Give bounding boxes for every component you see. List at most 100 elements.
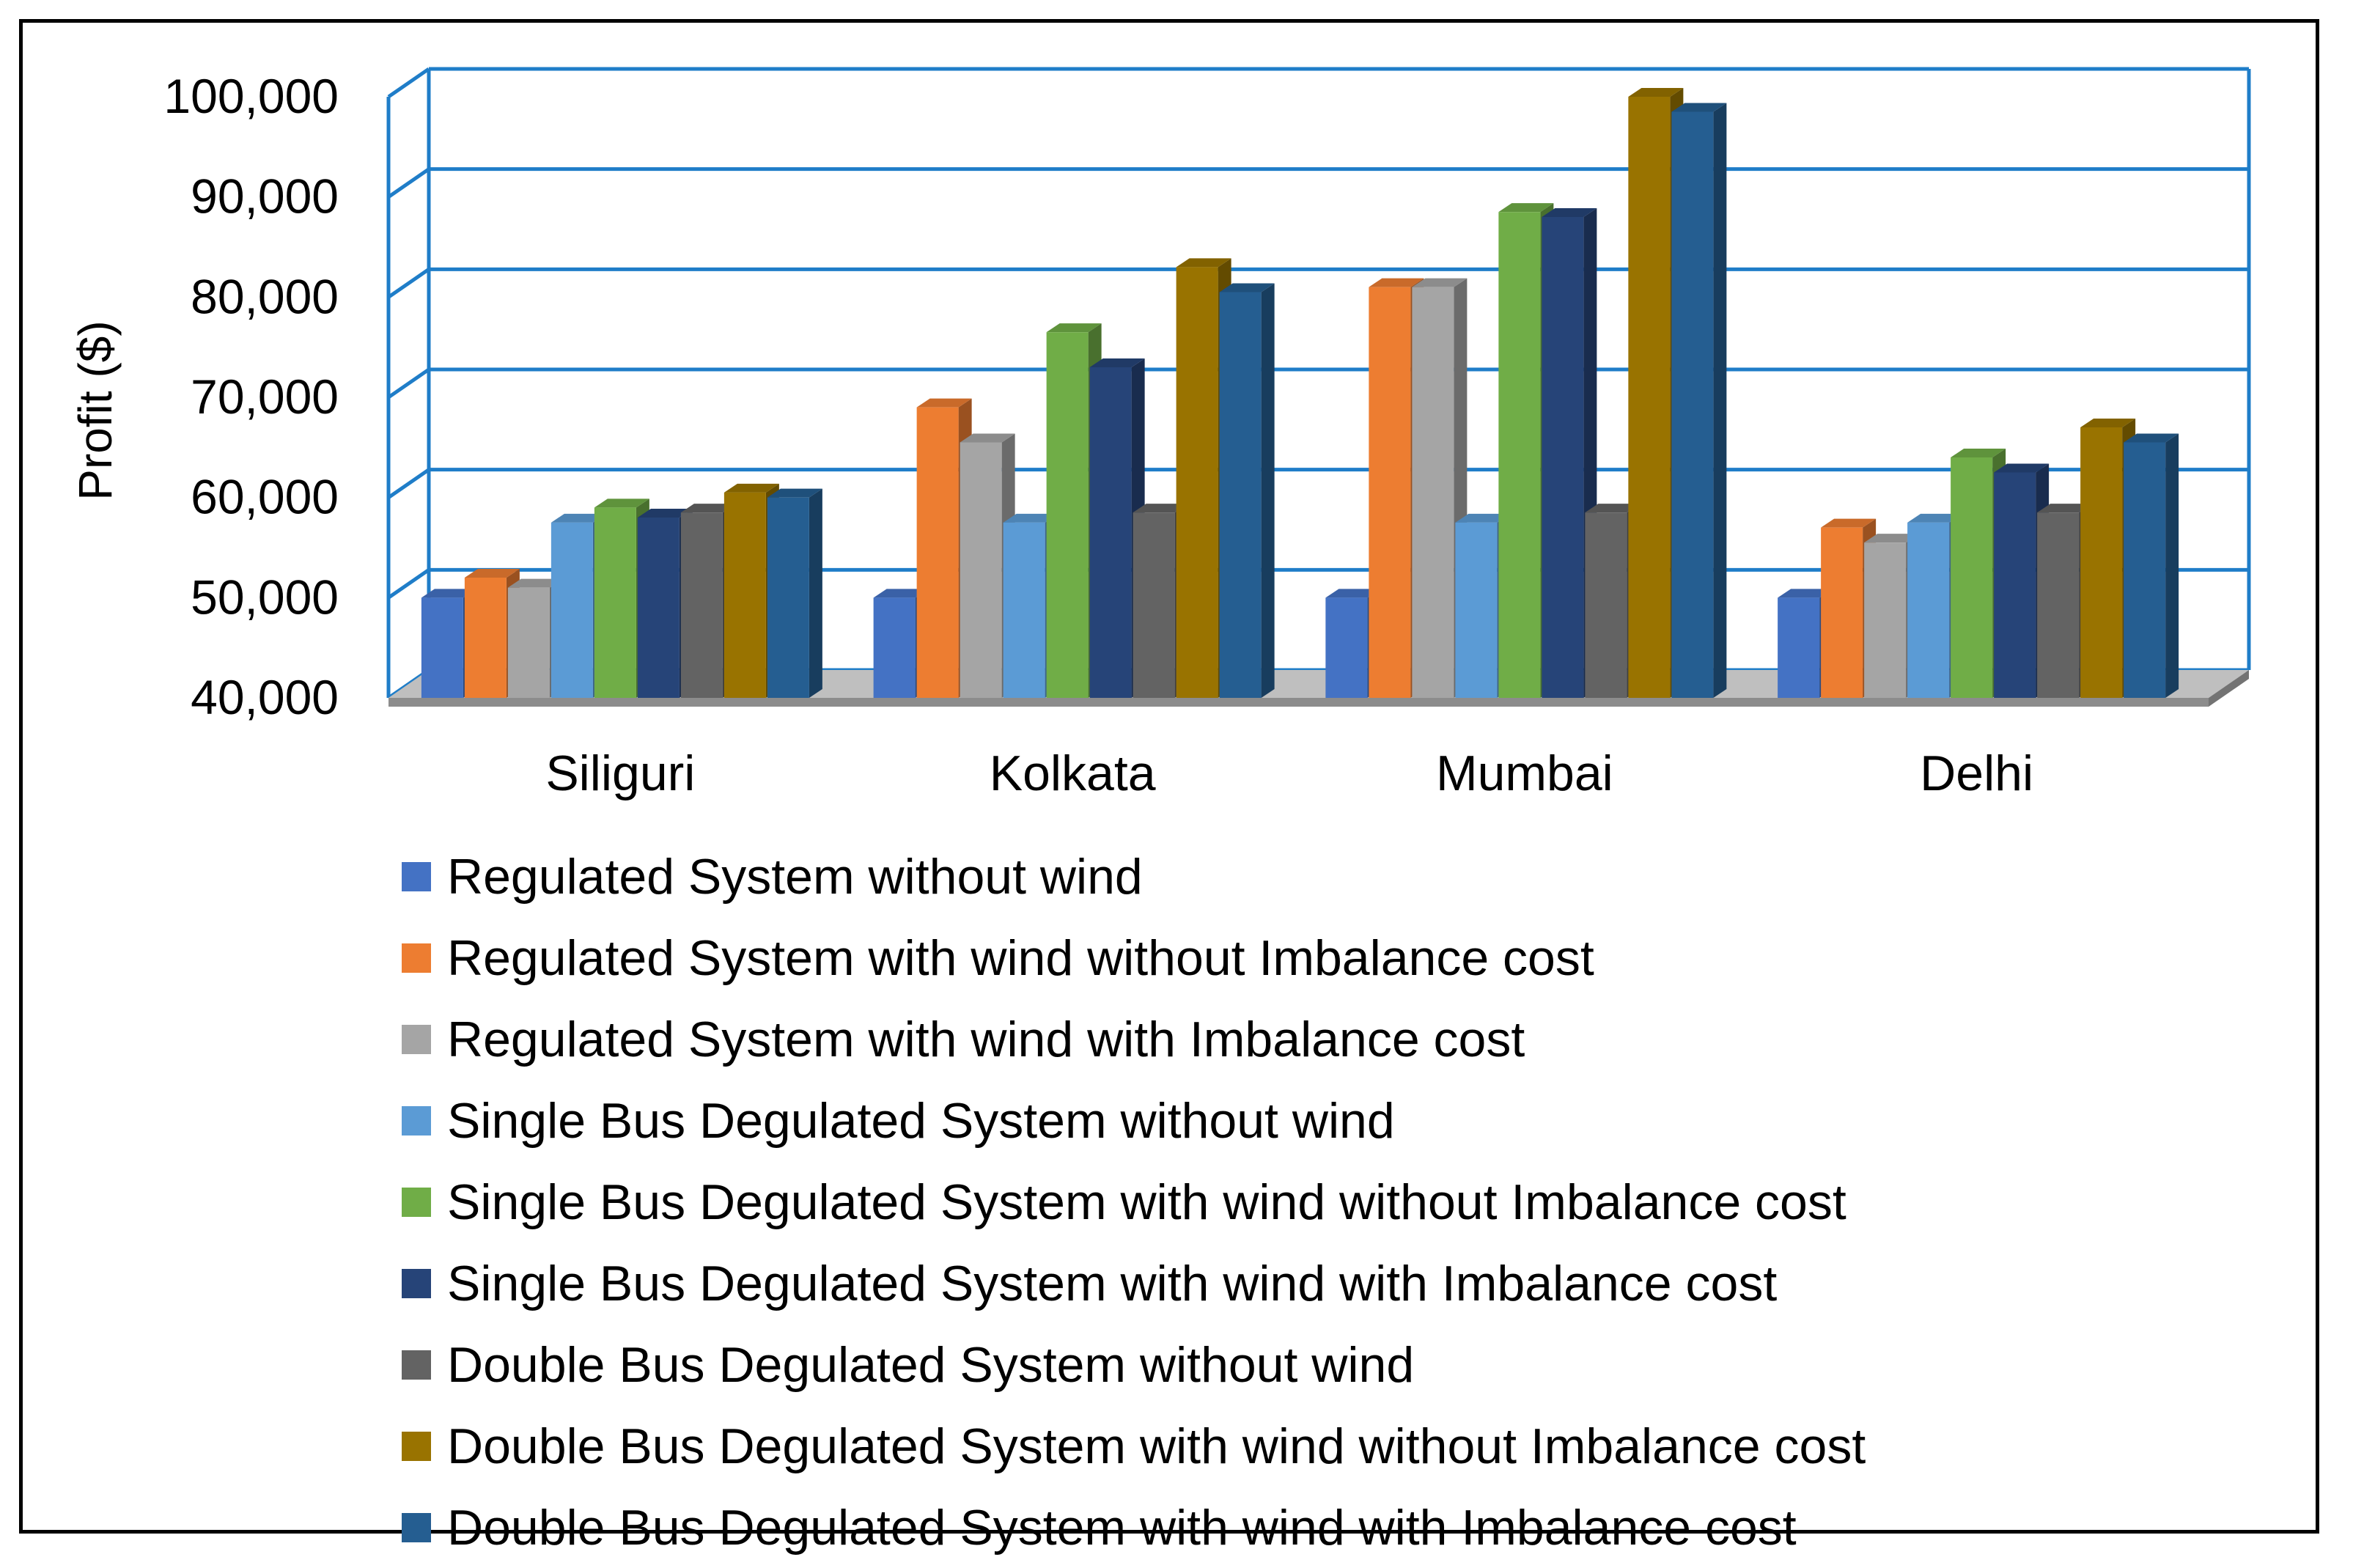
- bar-front: [1325, 597, 1368, 698]
- legend-swatch: [402, 943, 431, 973]
- y-tick-label: 40,000: [191, 670, 339, 724]
- legend-label: Double Bus Degulated System with wind wi…: [447, 1499, 1797, 1556]
- legend-label: Regulated System with wind without Imbal…: [447, 930, 1594, 986]
- bar-top: [1907, 513, 1963, 523]
- bar: [1219, 283, 1275, 698]
- y-axis-title: Profit ($): [69, 320, 122, 500]
- y-tick-label: 70,000: [191, 369, 339, 424]
- bar-front: [1455, 522, 1498, 698]
- bar-top: [680, 504, 736, 513]
- bar-front: [873, 597, 916, 698]
- legend-label: Regulated System with wind with Imbalanc…: [447, 1011, 1525, 1067]
- bar-front: [1628, 97, 1671, 698]
- bar-top: [1671, 103, 1727, 112]
- bar-top: [873, 589, 929, 598]
- bar-top: [1994, 463, 2050, 473]
- gridline-side: [387, 67, 430, 99]
- legend-label: Single Bus Degulated System without wind: [447, 1092, 1395, 1149]
- bar-front: [1369, 287, 1411, 699]
- bars-layer: [421, 88, 2179, 699]
- bar-front: [550, 522, 593, 698]
- bar-front: [1542, 217, 1584, 698]
- bar-top: [1046, 323, 1102, 333]
- gridline-side: [387, 468, 430, 499]
- bar-top: [2037, 504, 2093, 513]
- bar-front: [1219, 292, 1262, 698]
- bar-front: [1133, 512, 1175, 698]
- bar-front: [1994, 472, 2036, 698]
- bar-top: [960, 433, 1015, 443]
- legend-swatch: [402, 1024, 431, 1054]
- bar-side: [1261, 283, 1275, 698]
- x-category-label: Kolkata: [990, 746, 1156, 801]
- legend-item: Double Bus Degulated System with wind wi…: [402, 1487, 1866, 1568]
- bar-top: [1003, 513, 1058, 523]
- bar-front: [723, 492, 766, 698]
- legend-label: Single Bus Degulated System with wind wi…: [447, 1174, 1846, 1230]
- bar-top: [1864, 534, 1920, 543]
- bar-top: [1498, 203, 1554, 213]
- legend-swatch: [402, 1350, 431, 1380]
- bar-front: [1585, 512, 1627, 698]
- bar-front: [680, 512, 723, 698]
- bar-top: [916, 398, 972, 408]
- legend-swatch: [402, 861, 431, 891]
- bar-front: [1412, 287, 1454, 699]
- bar-front: [1089, 367, 1132, 698]
- x-category-label: Delhi: [1920, 746, 2033, 801]
- x-category-label: Siliguri: [545, 746, 695, 801]
- bar-front: [1176, 267, 1218, 698]
- legend-swatch: [402, 1187, 431, 1217]
- bar-front: [2080, 427, 2123, 698]
- bar-top: [1325, 589, 1381, 598]
- bar-top: [594, 498, 649, 508]
- x-category-labels: Siliguri Kolkata Mumbai Delhi: [545, 746, 2033, 801]
- bar-front: [637, 518, 680, 698]
- legend-item: Regulated System with wind without Imbal…: [402, 917, 1866, 998]
- bar-front: [1821, 527, 1863, 698]
- bar-top: [2080, 419, 2136, 427]
- legend-swatch: [402, 1268, 431, 1298]
- legend-swatch: [402, 1431, 431, 1461]
- bar-front: [2037, 512, 2080, 698]
- bar-side: [1713, 103, 1727, 698]
- legend-item: Double Bus Degulated System without wind: [402, 1324, 1866, 1405]
- bar-top: [1412, 278, 1468, 287]
- gridline-side: [387, 268, 430, 299]
- bar-top: [1133, 504, 1188, 513]
- bar-top: [1821, 518, 1877, 528]
- legend-swatch: [402, 1105, 431, 1135]
- bar: [1671, 103, 1727, 698]
- bar: [767, 488, 822, 698]
- bar-top: [723, 483, 779, 493]
- bar-front: [507, 587, 550, 698]
- bar-front: [1046, 332, 1089, 698]
- legend: Regulated System without wind Regulated S…: [402, 836, 1866, 1568]
- bar-front: [1003, 522, 1045, 698]
- bar: [2124, 433, 2179, 698]
- bar-top: [1369, 278, 1424, 287]
- legend-item: Regulated System with wind with Imbalanc…: [402, 998, 1866, 1080]
- legend-item: Regulated System without wind: [402, 836, 1866, 917]
- bar-top: [464, 569, 520, 578]
- bar-front: [960, 442, 1002, 698]
- bar-top: [1089, 358, 1145, 367]
- legend-label: Single Bus Degulated System with wind wi…: [447, 1255, 1778, 1311]
- bar-top: [1628, 88, 1684, 97]
- bar-top: [550, 513, 606, 523]
- y-tick-label: 90,000: [191, 169, 339, 224]
- legend-item: Single Bus Degulated System with wind wi…: [402, 1243, 1866, 1324]
- floor-side: [2209, 670, 2249, 707]
- y-tick-labels: 40,000 50,000 60,000 70,000 80,000 90,000 100,…: [163, 69, 339, 724]
- bar-front: [1498, 212, 1541, 699]
- bar-front: [464, 578, 507, 698]
- bar-top: [1951, 449, 2006, 457]
- legend-label: Regulated System without wind: [447, 848, 1143, 905]
- bar-top: [1455, 513, 1511, 523]
- bar-front: [916, 407, 959, 698]
- bar-front: [421, 597, 463, 698]
- bar-front: [1951, 457, 1993, 698]
- y-tick-label: 80,000: [191, 269, 339, 323]
- bar-top: [637, 509, 693, 518]
